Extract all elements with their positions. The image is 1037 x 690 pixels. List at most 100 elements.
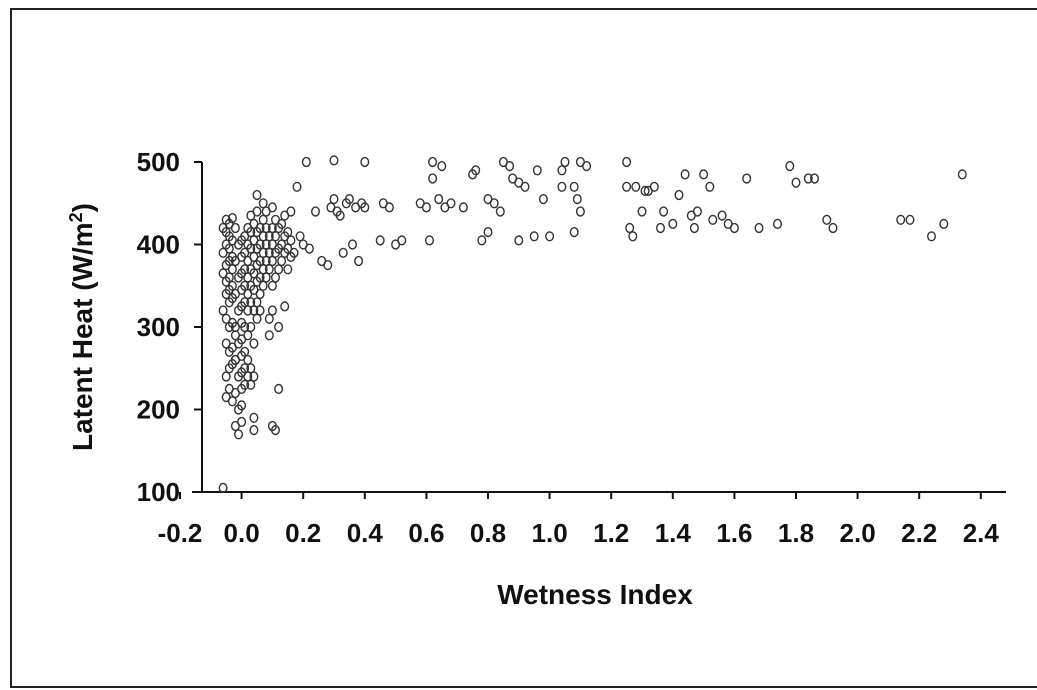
data-point xyxy=(532,165,542,176)
data-point xyxy=(471,165,481,176)
data-point xyxy=(255,222,265,234)
data-point xyxy=(246,321,256,333)
data-point xyxy=(249,412,259,423)
data-point xyxy=(428,173,438,184)
data-point xyxy=(680,169,690,180)
data-point xyxy=(240,297,250,308)
data-point xyxy=(255,305,265,316)
x-tick-label: 0.0 xyxy=(224,518,260,548)
data-point xyxy=(264,330,274,341)
data-point xyxy=(252,313,262,324)
data-point xyxy=(495,206,505,217)
data-point xyxy=(640,185,650,197)
x-tick-label: 1.0 xyxy=(532,518,568,548)
data-point xyxy=(240,346,250,357)
y-tick-label: 300 xyxy=(137,312,180,342)
y-ticks: 100 200 300 400 500 xyxy=(137,147,202,507)
data-point xyxy=(489,198,499,209)
data-point xyxy=(218,268,228,279)
data-point xyxy=(628,231,638,242)
y-axis-title-close: ) xyxy=(67,203,98,212)
data-point xyxy=(446,198,456,209)
data-point xyxy=(252,297,262,308)
data-point xyxy=(240,379,250,390)
data-point xyxy=(957,169,967,180)
data-point xyxy=(754,222,764,234)
data-point xyxy=(689,222,699,234)
data-point xyxy=(810,173,820,184)
x-tick-label: 2.0 xyxy=(840,518,876,548)
data-point xyxy=(271,272,281,283)
data-point xyxy=(329,194,339,205)
data-point xyxy=(283,227,293,238)
data-point xyxy=(252,189,262,201)
data-point xyxy=(742,173,752,184)
data-point xyxy=(230,222,240,234)
x-tick-label: 0.8 xyxy=(470,518,506,548)
data-point xyxy=(514,235,524,246)
data-point xyxy=(529,231,539,242)
data-point xyxy=(255,239,265,250)
data-point xyxy=(572,194,582,205)
data-point xyxy=(240,321,250,333)
x-tick-label: 1.2 xyxy=(593,518,629,548)
y-axis-title-superscript: 2 xyxy=(66,212,86,222)
data-point xyxy=(674,189,684,201)
data-point xyxy=(237,400,247,411)
data-point xyxy=(582,161,592,172)
data-point xyxy=(625,222,635,234)
data-point xyxy=(569,181,579,192)
y-axis-title-main: Latent Heat (W/m xyxy=(67,222,98,451)
data-point xyxy=(261,222,271,234)
data-point xyxy=(274,264,284,275)
data-point xyxy=(348,239,358,250)
data-point xyxy=(692,206,702,217)
data-point xyxy=(280,301,290,312)
data-point xyxy=(939,218,949,230)
data-point xyxy=(773,218,783,230)
y-tick-label: 200 xyxy=(137,395,180,425)
data-point xyxy=(258,280,268,291)
data-point xyxy=(243,330,253,341)
x-ticks: -0.2 0.0 0.2 0.4 0.6 0.8 1.0 1.2 1.4 1.6 1.8 2.0 2.2… xyxy=(158,492,999,548)
data-point xyxy=(271,425,281,436)
data-point xyxy=(505,161,515,172)
data-point xyxy=(246,227,256,238)
data-point xyxy=(785,161,795,172)
data-point xyxy=(274,383,284,395)
data-point xyxy=(252,206,262,217)
data-point xyxy=(258,198,268,209)
data-point xyxy=(717,210,727,221)
data-point xyxy=(659,206,669,217)
data-point xyxy=(622,156,632,168)
data-point xyxy=(329,155,339,166)
data-point xyxy=(249,371,259,382)
data-point xyxy=(264,313,274,324)
data-point xyxy=(221,214,231,225)
data-point xyxy=(896,214,906,225)
data-point xyxy=(483,227,493,238)
data-point xyxy=(246,363,256,374)
data-point xyxy=(375,235,385,246)
x-tick-label: 0.4 xyxy=(347,518,384,548)
data-point xyxy=(283,264,293,275)
data-point xyxy=(264,247,274,258)
data-point xyxy=(477,235,487,246)
y-tick-label: 500 xyxy=(137,147,180,177)
figure-frame: -0.2 0.0 0.2 0.4 0.6 0.8 1.0 1.2 1.4 1.6 1.8 2.0 2.2… xyxy=(10,8,1037,688)
data-point xyxy=(255,255,265,267)
data-point xyxy=(255,288,265,300)
data-point xyxy=(301,156,311,168)
y-tick-label: 400 xyxy=(137,230,180,260)
data-point xyxy=(428,156,438,168)
data-point xyxy=(249,305,259,316)
data-point xyxy=(240,363,250,374)
data-point xyxy=(927,231,937,242)
data-point xyxy=(338,247,348,258)
data-point xyxy=(243,354,253,366)
data-point xyxy=(791,177,801,188)
data-point xyxy=(246,297,256,308)
data-point xyxy=(668,218,678,230)
data-point xyxy=(397,235,407,246)
data-point xyxy=(335,210,345,221)
